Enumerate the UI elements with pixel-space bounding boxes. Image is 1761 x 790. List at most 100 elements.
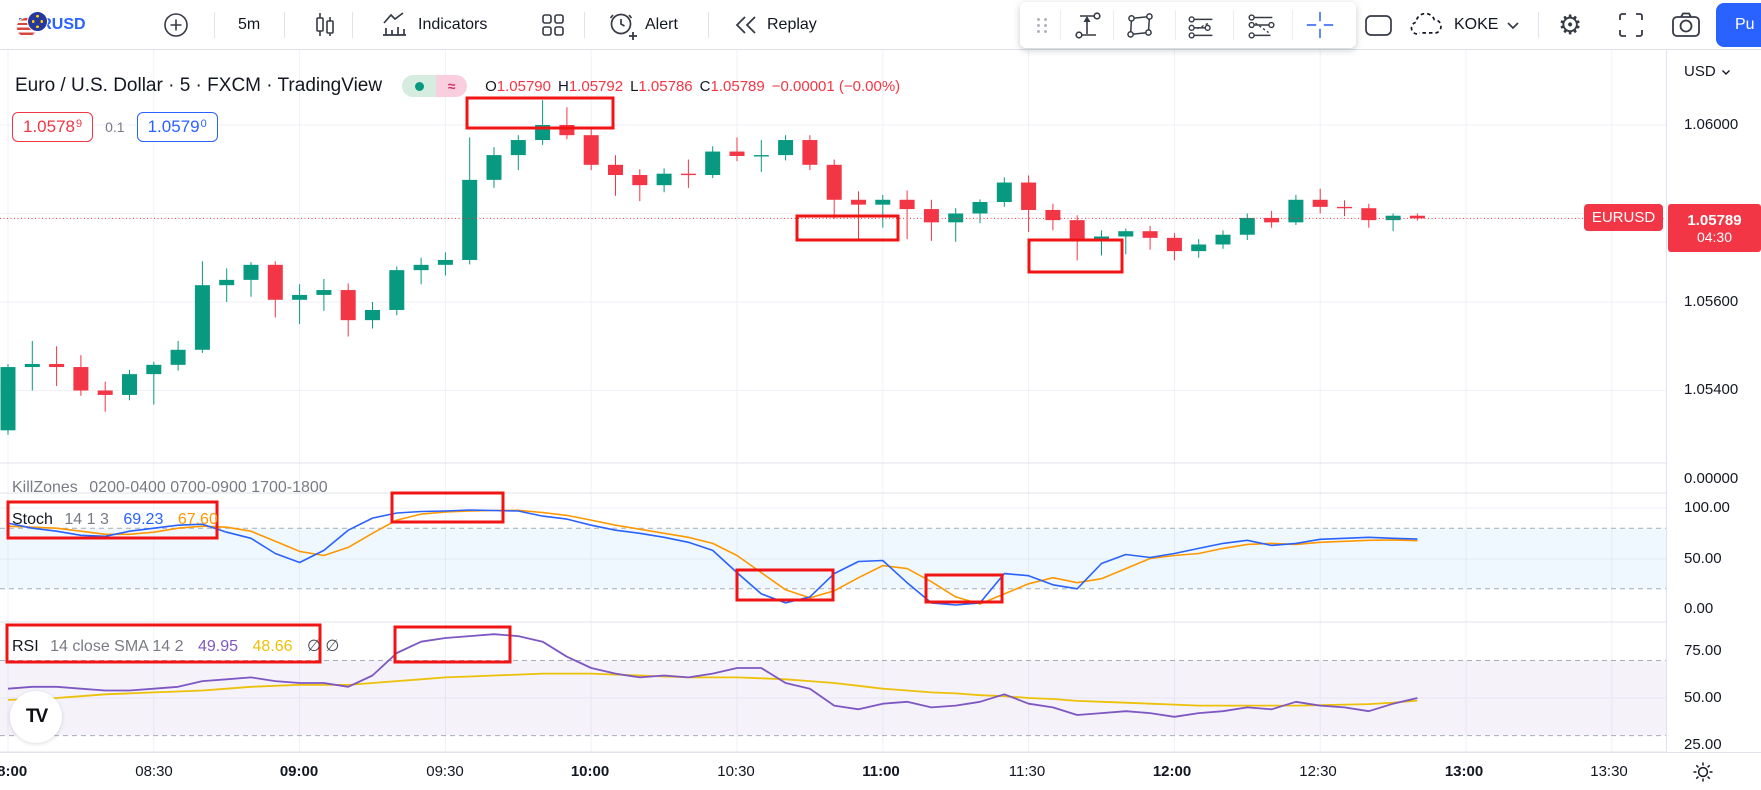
price-range-icon — [1075, 12, 1101, 39]
annotation-rectangle[interactable] — [390, 491, 505, 524]
price-axis-tick: 1.05600 — [1684, 293, 1739, 310]
publish-button[interactable]: Pu — [1716, 3, 1761, 47]
time-axis-tick[interactable]: 11:00 — [862, 763, 900, 780]
replay-button[interactable]: Replay — [732, 0, 817, 50]
bar-countdown: 04:30 — [1696, 228, 1733, 245]
price-axis[interactable]: USD 1.06000 1.05600 1.05400 0.00000 100.00 50… — [1666, 50, 1761, 753]
crosshair-icon — [1306, 11, 1334, 39]
rewind-icon — [735, 16, 756, 34]
stoch-k-value: 69.23 — [123, 511, 164, 528]
toolbar-separator — [214, 12, 215, 38]
high-label: H — [558, 77, 569, 95]
killzones-params: 0200-0400 0700-0900 1700-1800 — [89, 479, 328, 496]
rsi-value: 49.95 — [198, 638, 239, 655]
time-axis-tick[interactable]: 09:00 — [279, 763, 319, 780]
rectangle-tool-button[interactable] — [1362, 0, 1394, 50]
currency-label: USD — [1684, 63, 1716, 80]
last-price-value: 1.05789 — [1687, 211, 1742, 229]
settings-button[interactable]: ⚙ — [1558, 0, 1582, 50]
price-axis-tick: 75.00 — [1684, 642, 1722, 659]
time-axis-tick[interactable]: 11:30 — [1008, 763, 1046, 780]
fullscreen-button[interactable] — [1616, 0, 1646, 50]
gear-icon: ⚙ — [1558, 9, 1583, 41]
annotation-rectangle[interactable] — [1027, 238, 1124, 274]
candles — [0, 100, 1425, 435]
parallel-channel-icon — [1188, 16, 1213, 39]
alert-button[interactable]: Alert — [606, 0, 678, 50]
compare-add-button[interactable] — [162, 0, 190, 50]
price-range-tool-button[interactable] — [1072, 9, 1104, 41]
rsi-legend[interactable]: RSI 14 close SMA 14 2 49.95 48.66 ∅ ∅ — [12, 636, 339, 656]
price-axis-tick: 1.06000 — [1684, 116, 1739, 133]
tradingview-logo[interactable]: TV — [10, 691, 62, 743]
time-axis[interactable]: 08:00 08:30 09:00 09:30 10:00 10:30 11:00 11:30… — [0, 752, 1761, 790]
toolbar-separator — [584, 12, 585, 38]
grid-layout-icon — [542, 14, 564, 36]
annotation-rectangle[interactable] — [795, 214, 900, 242]
time-axis-tick[interactable]: 09:30 — [426, 763, 464, 780]
time-axis-tick[interactable]: 08:00 — [0, 763, 28, 780]
annotation-rectangle[interactable] — [6, 500, 219, 540]
panel-separator — [1175, 10, 1176, 40]
disjoint-channel-tool-button[interactable] — [1246, 9, 1278, 41]
buy-price-button[interactable]: 1.0579 0 — [136, 112, 218, 142]
time-axis-tick[interactable]: 08:30 — [135, 763, 173, 780]
sell-price-button[interactable]: 1.0578 9 — [12, 112, 94, 142]
killzones-legend[interactable]: KillZones 0200-0400 0700-0900 1700-1800 — [12, 479, 328, 497]
stoch-params: 14 1 3 — [64, 511, 109, 528]
ohlc-values: O1.05790 H1.05792 L1.05786 C1.05789 −0.00001… — [485, 78, 907, 95]
time-axis-tick[interactable]: 10:30 — [717, 763, 755, 780]
sell-price-pip: 9 — [76, 118, 83, 130]
rsi-params: 14 close SMA 14 2 — [50, 638, 184, 655]
high-value: 1.05792 — [568, 77, 624, 95]
layout-grid-button[interactable] — [540, 0, 566, 50]
camera-icon — [1672, 12, 1700, 37]
price-axis-tick: 25.00 — [1684, 736, 1722, 753]
drawn-annotations[interactable] — [5, 96, 1124, 664]
candles-icon — [316, 13, 334, 36]
time-axis-tick[interactable]: 13:00 — [1444, 763, 1484, 780]
annotation-rectangle[interactable] — [924, 573, 1004, 604]
annotation-rectangle[interactable] — [393, 625, 512, 664]
panel-separator — [1060, 10, 1061, 40]
cloud-account-button[interactable]: KOKE — [1406, 0, 1522, 50]
price-axis-tick: 0.00000 — [1684, 470, 1739, 487]
stoch-d-value: 67.60 — [177, 511, 218, 528]
symbol-button[interactable]: EURUSD — [8, 0, 86, 50]
rsi-empty-set-values: ∅ ∅ — [307, 638, 340, 655]
panel-drag-handle[interactable] — [1026, 9, 1058, 41]
time-axis-tick[interactable]: 12:00 — [1152, 763, 1192, 780]
theme-toggle-button[interactable] — [1692, 761, 1714, 788]
delayed-data-pill[interactable]: ≈ — [436, 75, 468, 97]
drag-dots-icon — [1036, 17, 1048, 33]
rotated-rectangle-tool-button[interactable] — [1124, 9, 1156, 41]
currency-pair-flags-icon — [16, 11, 50, 39]
time-axis-tick[interactable]: 12:30 — [1299, 763, 1337, 780]
indicators-button[interactable]: Indicators — [380, 0, 487, 50]
price-axis-tick: 50.00 — [1684, 550, 1722, 567]
open-value: 1.05790 — [496, 77, 551, 95]
eu-flag-icon — [27, 11, 48, 32]
interval-button[interactable]: 5m — [238, 0, 260, 50]
alert-clock-icon — [609, 13, 637, 40]
parallel-channel-tool-button[interactable] — [1186, 9, 1218, 41]
chart-title[interactable]: Euro / U.S. Dollar · 5 · FXCM · TradingV… — [15, 75, 383, 96]
indicators-label: Indicators — [418, 16, 488, 33]
last-price-symbol-tag: EURUSD — [1584, 204, 1663, 231]
time-axis-tick[interactable]: 13:30 — [1590, 763, 1628, 780]
cloud-icon — [1410, 12, 1442, 35]
annotation-rectangle[interactable] — [465, 96, 615, 130]
chart-style-button[interactable] — [310, 0, 338, 50]
annotation-rectangle[interactable] — [735, 568, 835, 602]
rsi-label: RSI — [12, 638, 39, 655]
stoch-legend[interactable]: Stoch 14 1 3 69.23 67.60 — [12, 511, 218, 529]
annotation-rectangle[interactable] — [5, 623, 322, 664]
screenshot-button[interactable] — [1670, 0, 1702, 50]
price-axis-tick: 1.05400 — [1684, 381, 1739, 398]
time-axis-tick[interactable]: 10:00 — [570, 763, 610, 780]
crosshair-tool-button[interactable] — [1304, 9, 1336, 41]
market-status-pill[interactable] — [402, 75, 437, 97]
price-axis-tick: 100.00 — [1684, 499, 1730, 516]
currency-selector[interactable]: USD — [1684, 63, 1732, 80]
